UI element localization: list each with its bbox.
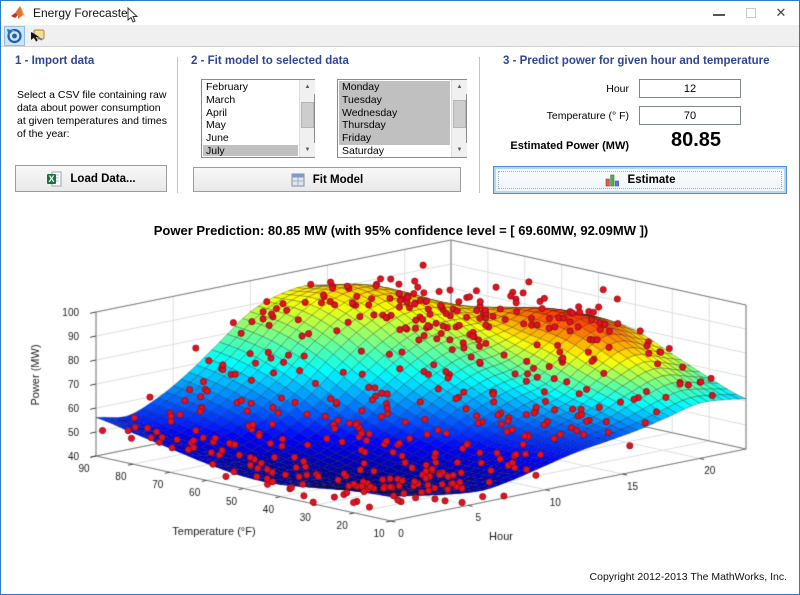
scroll-down-icon[interactable]: ▼ [452,143,467,157]
surface-plot-canvas[interactable] [1,201,800,581]
rotate-3d-icon [5,27,24,45]
list-item[interactable]: April [203,107,298,120]
app-window: Energy Forecaster ✕ [0,0,800,595]
window-title: Energy Forecaster [33,1,132,25]
month-scrollbar[interactable]: ▲ ▼ [299,80,314,157]
fit-model-button[interactable]: Fit Model [193,167,461,192]
scrollbar-thumb[interactable] [453,100,466,128]
maximize-button[interactable] [735,1,767,25]
bar-chart-icon [605,173,620,187]
load-data-label: Load Data... [70,173,135,185]
load-data-button[interactable]: X Load Data... [15,165,167,192]
temperature-input[interactable] [639,106,741,125]
fit-model-icon [291,173,305,187]
estimate-label: Estimate [628,174,676,186]
matlab-logo-icon [10,5,26,21]
svg-text:X: X [49,174,55,184]
list-item[interactable]: Friday [339,132,450,145]
footer-copyright: Copyright 2012-2013 The MathWorks, Inc. [590,571,787,583]
scrollbar-thumb[interactable] [301,102,314,128]
estimated-power-value: 80.85 [641,129,751,152]
list-item[interactable]: Tuesday [339,94,450,107]
list-item[interactable]: Wednesday [339,107,450,120]
list-item[interactable]: Thursday [339,119,450,132]
close-button[interactable]: ✕ [765,1,797,25]
import-description: Select a CSV file containing raw data ab… [17,89,169,141]
list-item[interactable]: February [203,81,298,94]
day-listbox[interactable]: MondayTuesdayWednesdayThursdayFridaySatu… [337,79,467,158]
estimate-button[interactable]: Estimate [493,166,787,194]
list-item[interactable]: June [203,132,298,145]
maximize-icon [746,8,756,18]
close-icon: ✕ [765,1,797,25]
list-item[interactable]: Saturday [339,145,450,156]
predict-panel-heading: 3 - Predict power for given hour and tem… [503,55,769,67]
fit-panel-heading: 2 - Fit model to selected data [191,55,349,67]
import-panel-heading: 1 - Import data [15,55,94,67]
hour-label: Hour [489,83,629,95]
day-scrollbar[interactable]: ▲ ▼ [451,80,466,157]
estimated-power-label: Estimated Power (MW) [479,140,629,152]
panel-separator [177,57,178,193]
excel-file-icon: X [46,171,62,187]
hour-input[interactable] [639,79,741,98]
data-cursor-icon [28,27,47,45]
fit-model-label: Fit Model [313,174,363,186]
minimize-button[interactable] [703,1,735,25]
month-listbox[interactable]: FebruaryMarchAprilMayJuneJuly ▲ ▼ [201,79,315,158]
temperature-label: Temperature (° F) [489,110,629,122]
list-item[interactable]: July [203,145,298,156]
list-item[interactable]: May [203,119,298,132]
chart-title: Power Prediction: 80.85 MW (with 95% con… [1,223,800,238]
list-item[interactable]: Monday [339,81,450,94]
data-cursor-button[interactable] [27,26,48,46]
scroll-up-icon[interactable]: ▲ [452,80,467,94]
rotate-3d-button[interactable] [4,26,25,46]
scroll-down-icon[interactable]: ▼ [300,143,315,157]
toolbar [1,25,799,47]
panel-separator [479,57,480,193]
mouse-cursor-icon [127,7,139,24]
list-item[interactable]: March [203,94,298,107]
minimize-icon [713,14,725,16]
title-bar: Energy Forecaster ✕ [1,1,799,25]
scroll-up-icon[interactable]: ▲ [300,80,315,94]
